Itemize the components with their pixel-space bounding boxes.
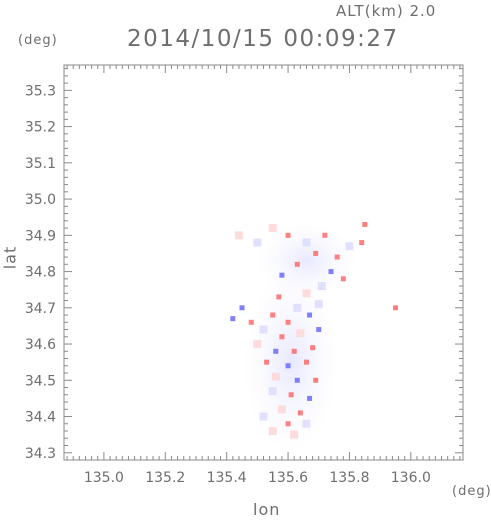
data-point: [259, 325, 268, 334]
data-point: [285, 363, 291, 369]
data-point: [285, 421, 291, 427]
x-tick-label: 135.8: [329, 470, 369, 486]
data-point: [268, 224, 277, 233]
data-point: [307, 395, 313, 401]
data-point: [303, 359, 309, 365]
data-layer: [230, 221, 398, 453]
data-point: [314, 300, 323, 309]
data-point: [359, 240, 365, 246]
data-point: [285, 319, 291, 325]
data-point: [276, 294, 282, 300]
data-point: [334, 254, 340, 260]
x-tick-label: 135.0: [84, 470, 124, 486]
data-point: [316, 327, 322, 333]
y-tick-label: 34.4: [25, 410, 56, 426]
data-point: [340, 276, 346, 282]
altitude-label: ALT(km) 2.0: [336, 2, 437, 20]
x-tick-label: 135.2: [145, 470, 185, 486]
data-point: [268, 387, 277, 396]
data-point: [253, 238, 262, 247]
y-tick-label: 35.3: [25, 83, 56, 99]
data-point: [271, 372, 280, 381]
data-point: [253, 340, 262, 349]
axes-layer: 34.3 34.4 34.5 34.6 34.7 34.8 34.9 35.0 35.1 35.2…: [25, 65, 463, 486]
y-axis-unit: (deg): [18, 33, 58, 48]
data-point: [310, 345, 316, 351]
data-point: [302, 238, 311, 247]
y-tick-label: 34.5: [25, 373, 56, 389]
data-point: [285, 232, 291, 238]
data-point: [259, 412, 268, 421]
y-tick-label: 34.9: [25, 228, 56, 244]
data-point: [234, 231, 243, 240]
data-point: [297, 410, 303, 416]
y-tick-label: 35.1: [25, 156, 56, 172]
data-point: [302, 419, 311, 428]
x-tick-label: 135.4: [207, 470, 247, 486]
x-tick-label: 136.0: [391, 470, 431, 486]
data-point: [294, 377, 300, 383]
data-point: [279, 334, 285, 340]
data-point: [317, 282, 326, 291]
data-point: [248, 319, 254, 325]
y-tick-label: 35.2: [25, 120, 56, 136]
data-point: [302, 289, 311, 298]
data-point: [345, 242, 354, 251]
data-point: [291, 348, 297, 354]
data-point: [268, 427, 277, 436]
data-point: [273, 348, 279, 354]
data-haze: [256, 222, 357, 299]
chart-title-timestamp: 2014/10/15 00:09:27: [127, 26, 399, 52]
y-tick-label: 34.3: [25, 446, 56, 462]
data-point: [293, 303, 302, 312]
data-point: [392, 305, 398, 311]
data-point: [277, 405, 286, 414]
y-tick-label: 34.6: [25, 337, 56, 353]
data-point: [313, 377, 319, 383]
x-axis-label: lon: [253, 500, 281, 519]
data-point: [296, 329, 305, 338]
data-haze: [243, 272, 340, 453]
data-point: [270, 312, 276, 318]
y-tick-label: 34.7: [25, 301, 56, 317]
y-tick-label: 35.0: [25, 192, 56, 208]
data-point: [279, 272, 285, 278]
data-point: [294, 261, 300, 267]
data-point: [322, 232, 328, 238]
data-point: [230, 316, 236, 322]
y-tick-label: 34.8: [25, 265, 56, 281]
x-tick-label: 135.6: [268, 470, 308, 486]
x-axis-unit: (deg): [452, 484, 491, 499]
data-point: [313, 250, 319, 256]
data-point: [264, 359, 270, 365]
data-point: [362, 221, 368, 227]
data-point: [239, 305, 245, 311]
data-point: [307, 312, 313, 318]
data-point: [290, 430, 299, 439]
data-point: [328, 269, 334, 275]
data-point: [288, 392, 294, 398]
